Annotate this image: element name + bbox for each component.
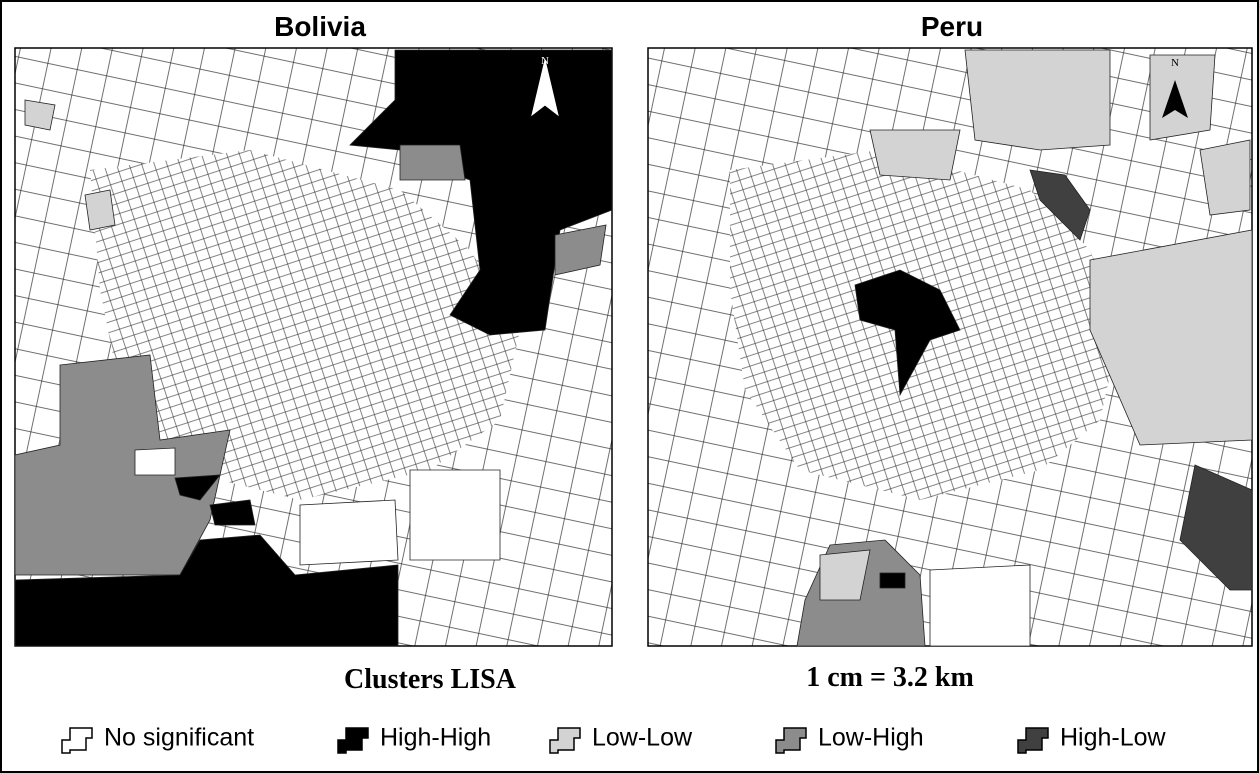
- legend: No significant High-High Low-Low Low-High Hi…: [61, 724, 1167, 754]
- cluster-region: [1089, 229, 1253, 446]
- cluster-region: [174, 474, 221, 501]
- cluster-region: [14, 354, 231, 576]
- cluster-region: [879, 572, 906, 589]
- legend-label: No significant: [104, 724, 254, 752]
- cluster-region: [299, 499, 399, 566]
- cluster-region: [399, 144, 466, 181]
- north-label: N: [1171, 57, 1179, 69]
- legend-swatch: [775, 727, 807, 754]
- map-peru: N: [647, 47, 1253, 647]
- legend-label: Low-High: [818, 724, 924, 752]
- cluster-region: [819, 549, 871, 601]
- legend-swatch: [337, 727, 369, 754]
- legend-swatch: [61, 727, 93, 754]
- cluster-region: [554, 224, 607, 276]
- cluster-region: [1179, 464, 1253, 591]
- legend-label: High-Low: [1060, 724, 1167, 752]
- map-bolivia: N: [14, 47, 613, 647]
- cluster-region: [869, 129, 961, 181]
- legend-swatch: [549, 727, 581, 754]
- legend-label: High-High: [380, 724, 491, 752]
- cluster-region: [1199, 139, 1251, 216]
- cluster-region: [854, 269, 961, 397]
- cluster-region: [1029, 169, 1091, 241]
- panel-title: Peru: [921, 11, 983, 42]
- cluster-region: [134, 447, 176, 476]
- panel-title: Bolivia: [274, 11, 366, 42]
- cluster-region: [14, 534, 399, 647]
- legend-swatch: [1017, 727, 1049, 754]
- cluster-region: [349, 49, 613, 336]
- cluster-region: [964, 49, 1111, 151]
- caption: Clusters LISA: [344, 664, 517, 695]
- cluster-region: [24, 99, 56, 131]
- cluster-region: [209, 499, 256, 526]
- scale: 1 cm = 3.2 km: [806, 662, 974, 693]
- legend-label: Low-Low: [592, 724, 693, 752]
- cluster-region: [1149, 54, 1216, 141]
- cluster-region: [929, 564, 1031, 647]
- cluster-region: [84, 189, 116, 231]
- north-label: N: [541, 55, 549, 67]
- cluster-region: [409, 469, 501, 561]
